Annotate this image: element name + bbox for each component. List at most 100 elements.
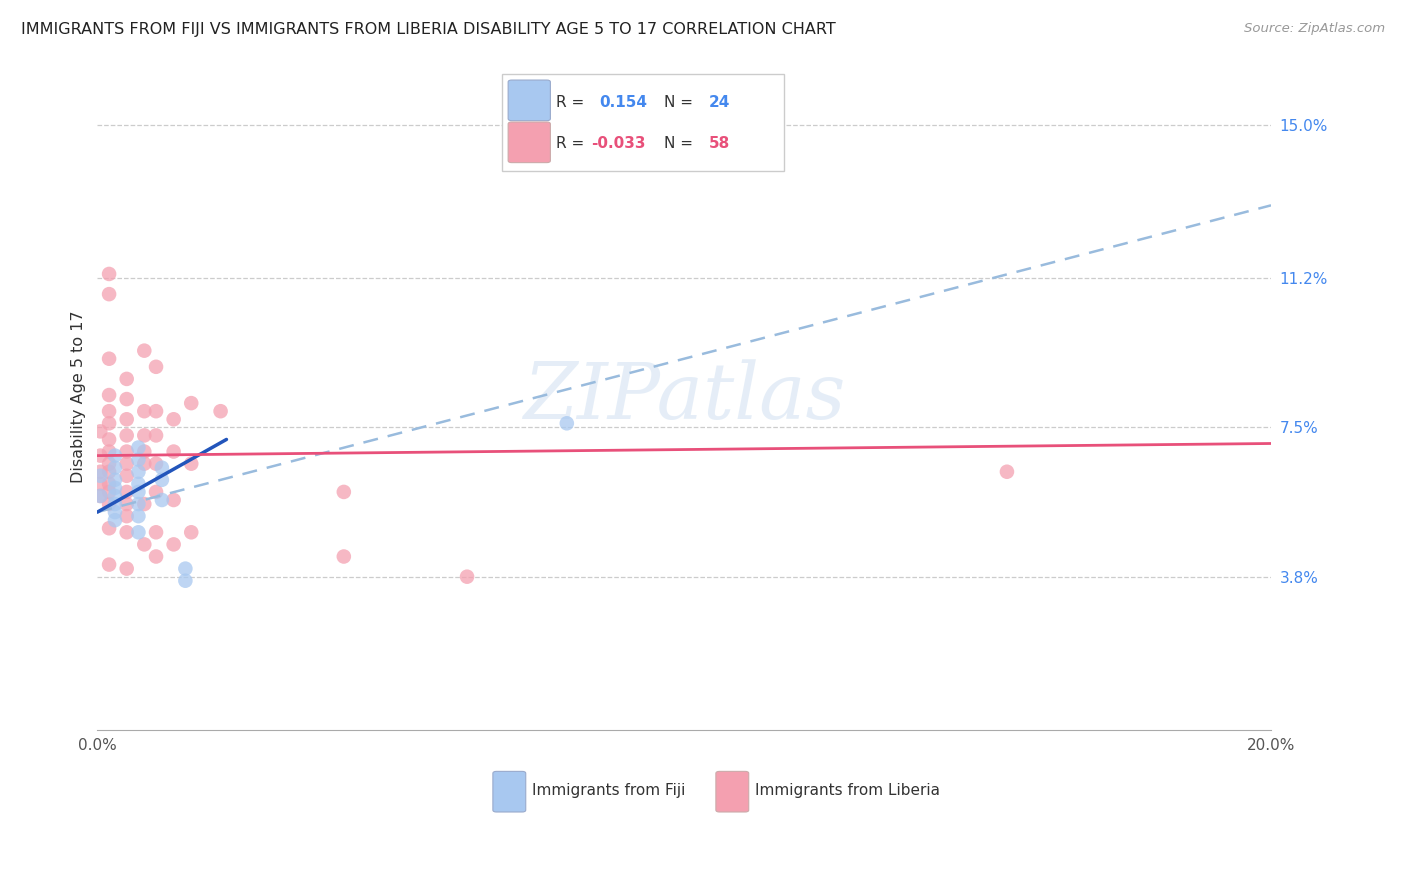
Point	[104, 449, 127, 463]
Point	[150, 473, 173, 487]
Text: R =: R =	[557, 136, 589, 152]
Text: Immigrants from Liberia: Immigrants from Liberia	[755, 782, 939, 797]
Point	[162, 444, 184, 458]
Point	[115, 412, 138, 426]
FancyBboxPatch shape	[508, 80, 550, 120]
Point	[145, 457, 167, 471]
Point	[145, 525, 167, 540]
Point	[89, 449, 111, 463]
Text: N =: N =	[664, 136, 699, 152]
Point	[145, 484, 167, 499]
Text: 58: 58	[709, 136, 730, 152]
Point	[98, 351, 121, 366]
Point	[104, 460, 127, 475]
Point	[89, 425, 111, 439]
Point	[104, 481, 127, 495]
Point	[98, 287, 121, 301]
Point	[162, 493, 184, 508]
Point	[134, 428, 156, 442]
Point	[98, 521, 121, 535]
Point	[127, 509, 149, 524]
Point	[127, 484, 149, 499]
Point	[104, 513, 127, 527]
Point	[134, 457, 156, 471]
Point	[89, 489, 111, 503]
FancyBboxPatch shape	[716, 772, 749, 812]
Point	[145, 359, 167, 374]
Point	[127, 452, 149, 467]
Point	[127, 497, 149, 511]
Point	[134, 497, 156, 511]
Point	[115, 484, 138, 499]
Point	[162, 412, 184, 426]
FancyBboxPatch shape	[508, 122, 550, 162]
Point	[145, 428, 167, 442]
Point	[127, 441, 149, 455]
Point	[333, 549, 356, 564]
Point	[104, 497, 127, 511]
Point	[115, 509, 138, 524]
Point	[456, 570, 478, 584]
Point	[98, 484, 121, 499]
Point	[127, 476, 149, 491]
Point	[98, 388, 121, 402]
Point	[162, 537, 184, 551]
FancyBboxPatch shape	[502, 74, 785, 170]
Point	[174, 574, 197, 588]
Point	[115, 561, 138, 575]
Point	[98, 457, 121, 471]
Point	[115, 444, 138, 458]
Point	[89, 468, 111, 483]
Point	[134, 537, 156, 551]
Point	[98, 558, 121, 572]
Point	[555, 417, 578, 431]
Point	[127, 465, 149, 479]
Point	[115, 468, 138, 483]
Point	[98, 433, 121, 447]
Point	[98, 465, 121, 479]
Text: 24: 24	[709, 95, 730, 110]
Point	[89, 465, 111, 479]
Point	[995, 465, 1018, 479]
Text: Source: ZipAtlas.com: Source: ZipAtlas.com	[1244, 22, 1385, 36]
Point	[115, 525, 138, 540]
Y-axis label: Disability Age 5 to 17: Disability Age 5 to 17	[72, 310, 86, 483]
Point	[180, 525, 202, 540]
Point	[115, 372, 138, 386]
Point	[98, 476, 121, 491]
Point	[104, 489, 127, 503]
Point	[98, 497, 121, 511]
Point	[89, 489, 111, 503]
Point	[174, 561, 197, 575]
Point	[104, 505, 127, 519]
Point	[89, 476, 111, 491]
Text: 0.154: 0.154	[600, 95, 648, 110]
Point	[104, 473, 127, 487]
Point	[98, 417, 121, 431]
Point	[145, 404, 167, 418]
Point	[115, 457, 138, 471]
Point	[134, 444, 156, 458]
Point	[209, 404, 232, 418]
Point	[115, 392, 138, 406]
Point	[115, 497, 138, 511]
Text: N =: N =	[664, 95, 699, 110]
Text: R =: R =	[557, 95, 589, 110]
Point	[115, 428, 138, 442]
Point	[98, 404, 121, 418]
Point	[134, 343, 156, 358]
Point	[98, 444, 121, 458]
Point	[134, 404, 156, 418]
Point	[150, 460, 173, 475]
Point	[180, 457, 202, 471]
Text: -0.033: -0.033	[592, 136, 645, 152]
Text: ZIPatlas: ZIPatlas	[523, 359, 845, 435]
Text: IMMIGRANTS FROM FIJI VS IMMIGRANTS FROM LIBERIA DISABILITY AGE 5 TO 17 CORRELATI: IMMIGRANTS FROM FIJI VS IMMIGRANTS FROM …	[21, 22, 835, 37]
Point	[180, 396, 202, 410]
FancyBboxPatch shape	[494, 772, 526, 812]
Point	[127, 525, 149, 540]
Point	[150, 493, 173, 508]
Point	[98, 267, 121, 281]
Text: Immigrants from Fiji: Immigrants from Fiji	[531, 782, 685, 797]
Point	[145, 549, 167, 564]
